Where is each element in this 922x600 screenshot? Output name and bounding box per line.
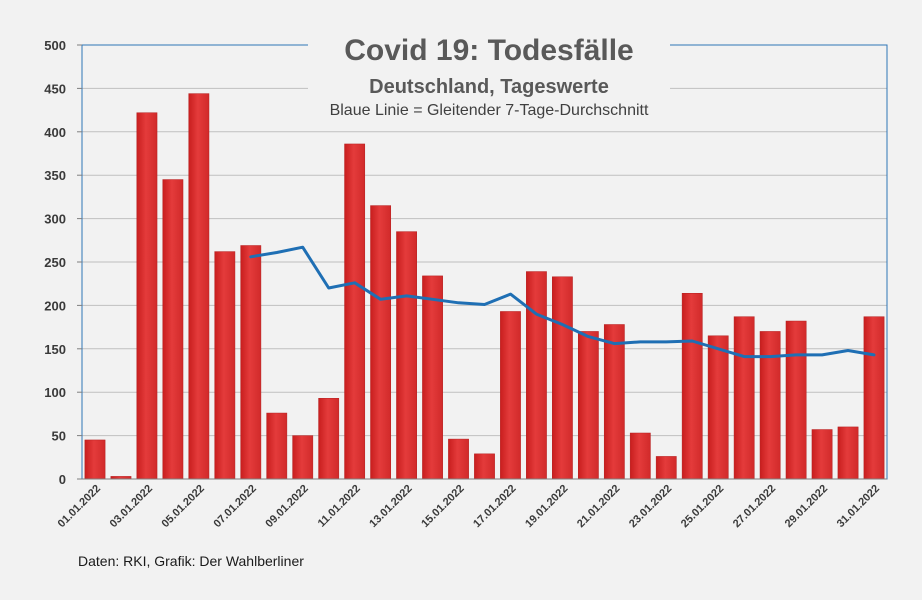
x-tick-label: 03.01.2022 (108, 483, 155, 530)
bar (577, 331, 599, 480)
y-tick-label: 200 (44, 298, 66, 313)
bar (733, 316, 755, 480)
y-tick-label: 150 (44, 342, 66, 357)
bar (84, 439, 106, 480)
bar (292, 435, 314, 480)
y-tick-label: 400 (44, 125, 66, 140)
x-tick-label: 27.01.2022 (731, 483, 778, 530)
bar (214, 251, 236, 480)
bar (811, 429, 833, 480)
x-tick-label: 29.01.2022 (783, 483, 830, 530)
x-tick-label: 21.01.2022 (575, 483, 622, 530)
x-tick-label: 19.01.2022 (523, 483, 570, 530)
y-tick-label: 50 (52, 429, 66, 444)
title-backdrop (308, 26, 670, 126)
bar (370, 205, 392, 480)
bars-group (84, 93, 885, 480)
bar (318, 398, 340, 480)
x-tick-label: 05.01.2022 (160, 483, 207, 530)
moving-average-group (249, 245, 876, 359)
bar (448, 438, 469, 480)
bar (474, 453, 495, 480)
x-tick-label: 13.01.2022 (367, 483, 414, 530)
y-tick-label: 100 (44, 385, 66, 400)
x-tick-label: 25.01.2022 (679, 483, 726, 530)
y-axis: 0 50 100 150 200 250 300 350 400 450 500 (44, 38, 82, 487)
x-tick-label: 23.01.2022 (627, 483, 674, 530)
x-tick-label: 01.01.2022 (56, 483, 103, 530)
chart-title: Covid 19: Todesfälle (344, 34, 634, 67)
chart-subtitle: Deutschland, Tageswerte (369, 76, 609, 98)
bar (188, 93, 210, 480)
x-tick-label: 11.01.2022 (316, 483, 363, 530)
y-tick-label: 0 (59, 472, 66, 487)
x-tick-label: 09.01.2022 (263, 483, 310, 530)
source-note: Daten: RKI, Grafik: Der Wahlberliner (78, 553, 304, 569)
y-tick-label: 250 (44, 255, 66, 270)
bar (785, 320, 807, 480)
bar (344, 143, 366, 480)
bar (655, 456, 677, 480)
x-axis: 01.01.2022 03.01.2022 05.01.2022 07.01.2022… (56, 478, 887, 530)
x-tick-label: 07.01.2022 (211, 483, 258, 530)
bar (162, 179, 184, 480)
bar (603, 324, 625, 480)
x-tick-label: 15.01.2022 (419, 483, 466, 530)
bar (837, 426, 859, 480)
bar (681, 292, 703, 480)
y-tick-label: 300 (44, 212, 66, 227)
y-tick-label: 500 (44, 38, 66, 53)
bar (629, 432, 651, 480)
bar (707, 335, 729, 480)
y-tick-label: 350 (44, 168, 66, 183)
bar (136, 112, 158, 480)
x-tick-label: 17.01.2022 (471, 483, 518, 530)
x-tick-label: 31.01.2022 (835, 483, 882, 530)
bar (422, 275, 443, 480)
bar (500, 311, 521, 480)
y-tick-label: 450 (44, 81, 66, 96)
chart-annotation: Blaue Linie = Gleitender 7-Tage-Durchsch… (330, 102, 649, 119)
moving-average-line (249, 245, 876, 359)
bar (863, 316, 885, 480)
bar (526, 271, 547, 480)
bar (396, 231, 417, 480)
bar (552, 276, 573, 480)
bar (759, 331, 781, 480)
bar (266, 412, 288, 480)
bar (240, 245, 262, 480)
